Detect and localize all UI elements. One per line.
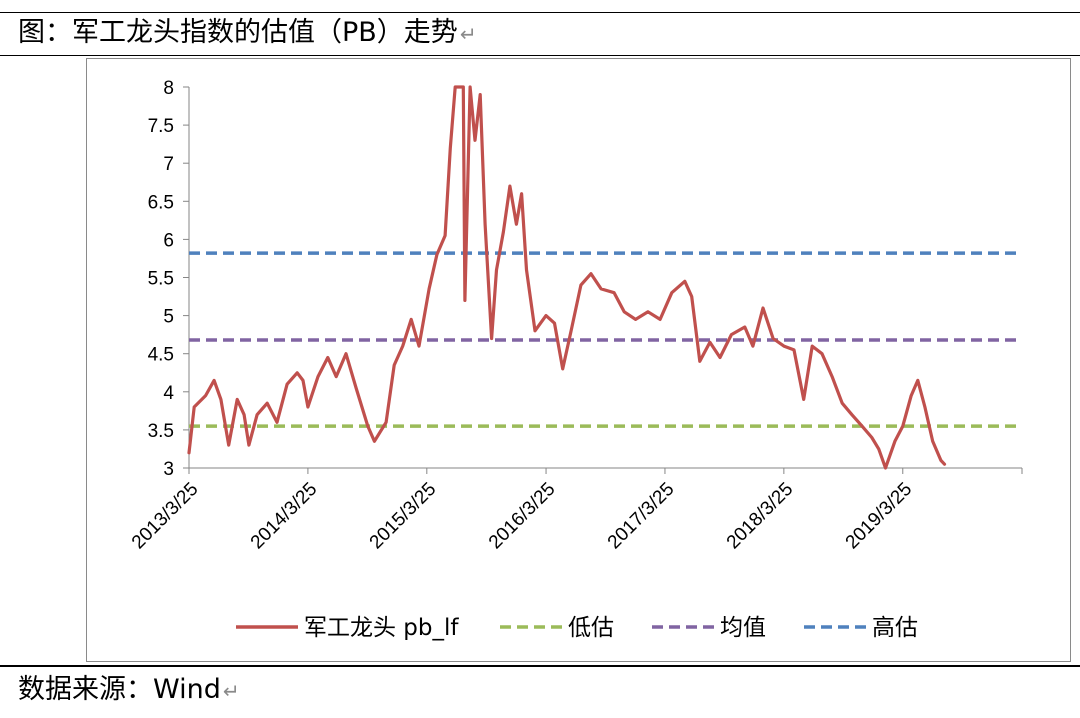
figure-caption-text: 图：军工龙头指数的估值（PB）走势 [18,17,458,48]
caption-top-rule [0,12,1080,13]
legend-label: 高估 [872,615,918,641]
legend-label: 低估 [568,615,614,641]
y-tick-label: 4 [163,383,174,404]
return-mark-icon: ↵ [459,22,477,46]
x-tick-label: 2016/3/25 [485,479,560,554]
x-tick-label: 2019/3/25 [842,479,917,554]
series-line-pb [187,85,947,470]
legend-label: 军工龙头 pb_lf [304,615,459,641]
caption-bottom-rule [0,55,1080,56]
source-note: 数据来源：Wind ↵ [18,673,240,708]
series-lines [187,85,947,470]
x-tick-label: 2017/3/25 [604,479,679,554]
x-tick-label: 2018/3/25 [723,479,798,554]
x-tick-label: 2014/3/25 [247,479,322,554]
source-top-rule [0,665,1080,667]
y-tick-label: 6 [163,230,174,251]
y-tick-label: 5 [163,307,174,328]
y-tick-label: 8 [163,78,174,99]
y-tick-label: 7.5 [148,116,174,137]
chart-legend: 军工龙头 pb_lf 低估 均值 高估 [236,615,918,641]
figure-caption: 图：军工龙头指数的估值（PB）走势 ↵ [18,16,477,51]
legend-label: 均值 [720,615,766,641]
reference-lines [189,251,1022,428]
y-tick-label: 3 [163,459,174,480]
x-axis: 2013/3/25 2014/3/25 2015/3/25 2016/3/25 2017… [128,467,1023,554]
x-tick-label: 2015/3/25 [366,479,441,554]
y-tick-label: 6.5 [148,192,174,213]
return-mark-icon: ↵ [222,679,240,703]
source-note-text: 数据来源：Wind [18,674,221,705]
y-tick-label: 7 [163,154,174,175]
y-tick-label: 4.5 [148,345,174,366]
y-axis: 3 3.5 4 4.5 5 5.5 6 6.5 7 7.5 8 [148,78,190,480]
y-tick-label: 3.5 [148,421,174,442]
y-tick-label: 5.5 [148,269,174,290]
x-tick-label: 2013/3/25 [128,479,203,554]
chart-area [86,58,1071,662]
